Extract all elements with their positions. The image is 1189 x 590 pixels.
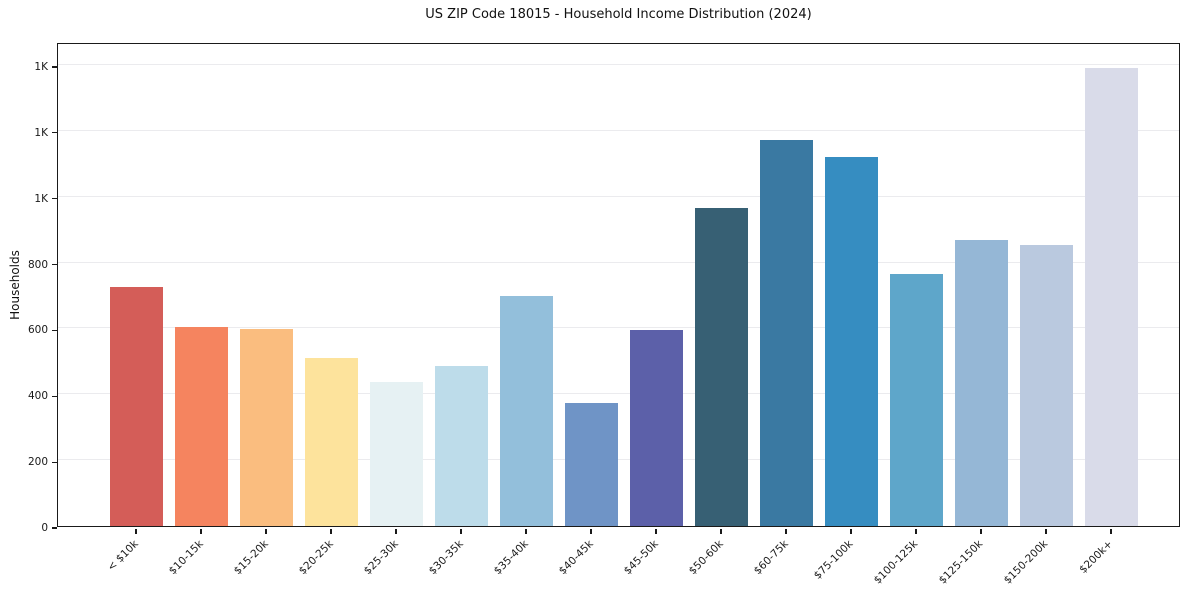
x-tick-label: $125-150k [936,538,986,587]
y-tick-mark [51,198,57,200]
gridline [58,393,1179,395]
x-tick-mark [460,529,462,535]
bar-$125-150k [954,240,1008,526]
y-tick-mark [51,329,57,331]
bar-$200k+ [1084,67,1138,526]
y-tick-label: 200 [27,456,48,469]
x-tick-mark [590,529,592,535]
x-tick-mark [655,529,657,535]
y-tick-mark [51,132,57,134]
bar-$25-30k [369,382,423,526]
y-tick-mark [51,395,57,397]
x-tick-label: $35-40k [491,538,531,578]
x-tick-mark [1110,529,1112,535]
x-tick-label: $45-50k [621,538,661,578]
y-tick-label: 600 [27,324,48,337]
gridline [58,129,1179,131]
y-tick-mark [51,66,57,68]
bar-$100-125k [889,274,943,526]
x-tick-mark [720,529,722,535]
x-tick-label: $100-125k [871,538,921,587]
bar-$60-75k [759,139,813,526]
x-tick-mark [265,529,267,535]
x-tick-label: $60-75k [751,538,791,578]
bar-$50-60k [694,207,748,526]
bar-$45-50k [629,329,683,526]
gridline [58,459,1179,461]
y-tick-label: 0 [41,522,48,534]
gridline [58,261,1179,263]
bar-$30-35k [434,366,488,526]
x-tick-mark [785,529,787,535]
x-tick-mark [980,529,982,535]
x-tick-label: $30-35k [426,538,466,578]
x-tick-label: < $10k [104,538,141,574]
y-tick-label: 1K [34,61,48,73]
plot-area: 0 200 400 600 800 1K 1K 1K < $10k $10-15k $15-20k $… [28,43,1180,587]
x-tick-label: $75-100k [811,538,856,582]
chart-title: US ZIP Code 18015 - Household Income Dis… [425,7,812,22]
x-tick-label: $50-60k [686,538,726,578]
x-tick-label: $40-45k [556,538,596,578]
y-tick-label: 1K [34,126,48,139]
x-tick-label: $150-200k [1001,538,1051,587]
x-tick-mark [525,529,527,535]
x-tick-label: $200k+ [1077,538,1116,576]
y-tick-mark [51,461,57,463]
y-tick-mark [51,527,57,529]
y-tick-label: 400 [27,390,48,403]
bar-$150-200k [1019,244,1073,526]
x-tick-mark [915,529,917,535]
x-tick-label: $15-20k [231,538,271,578]
bar-< $10k [109,287,163,526]
gridline [58,327,1179,329]
x-tick-mark [1045,529,1047,535]
x-tick-mark [850,529,852,535]
bar-$15-20k [239,329,293,526]
bar-$10-15k [174,326,228,526]
x-tick-mark [395,529,397,535]
x-tick-mark [135,529,137,535]
x-tick-label: $20-25k [296,538,336,578]
gridline [58,64,1179,65]
x-tick-mark [200,529,202,535]
bar-$75-100k [824,156,878,526]
x-tick-label: $10-15k [166,538,206,578]
x-tick-label: $25-30k [361,538,401,578]
y-tick-mark [51,264,57,266]
x-tick-mark [330,529,332,535]
bar-$40-45k [564,402,618,526]
y-tick-label: 1K [34,192,48,205]
y-tick-label: 800 [27,258,48,271]
bar-$35-40k [499,295,553,526]
bar-$20-25k [304,358,358,526]
gridline [58,195,1179,197]
